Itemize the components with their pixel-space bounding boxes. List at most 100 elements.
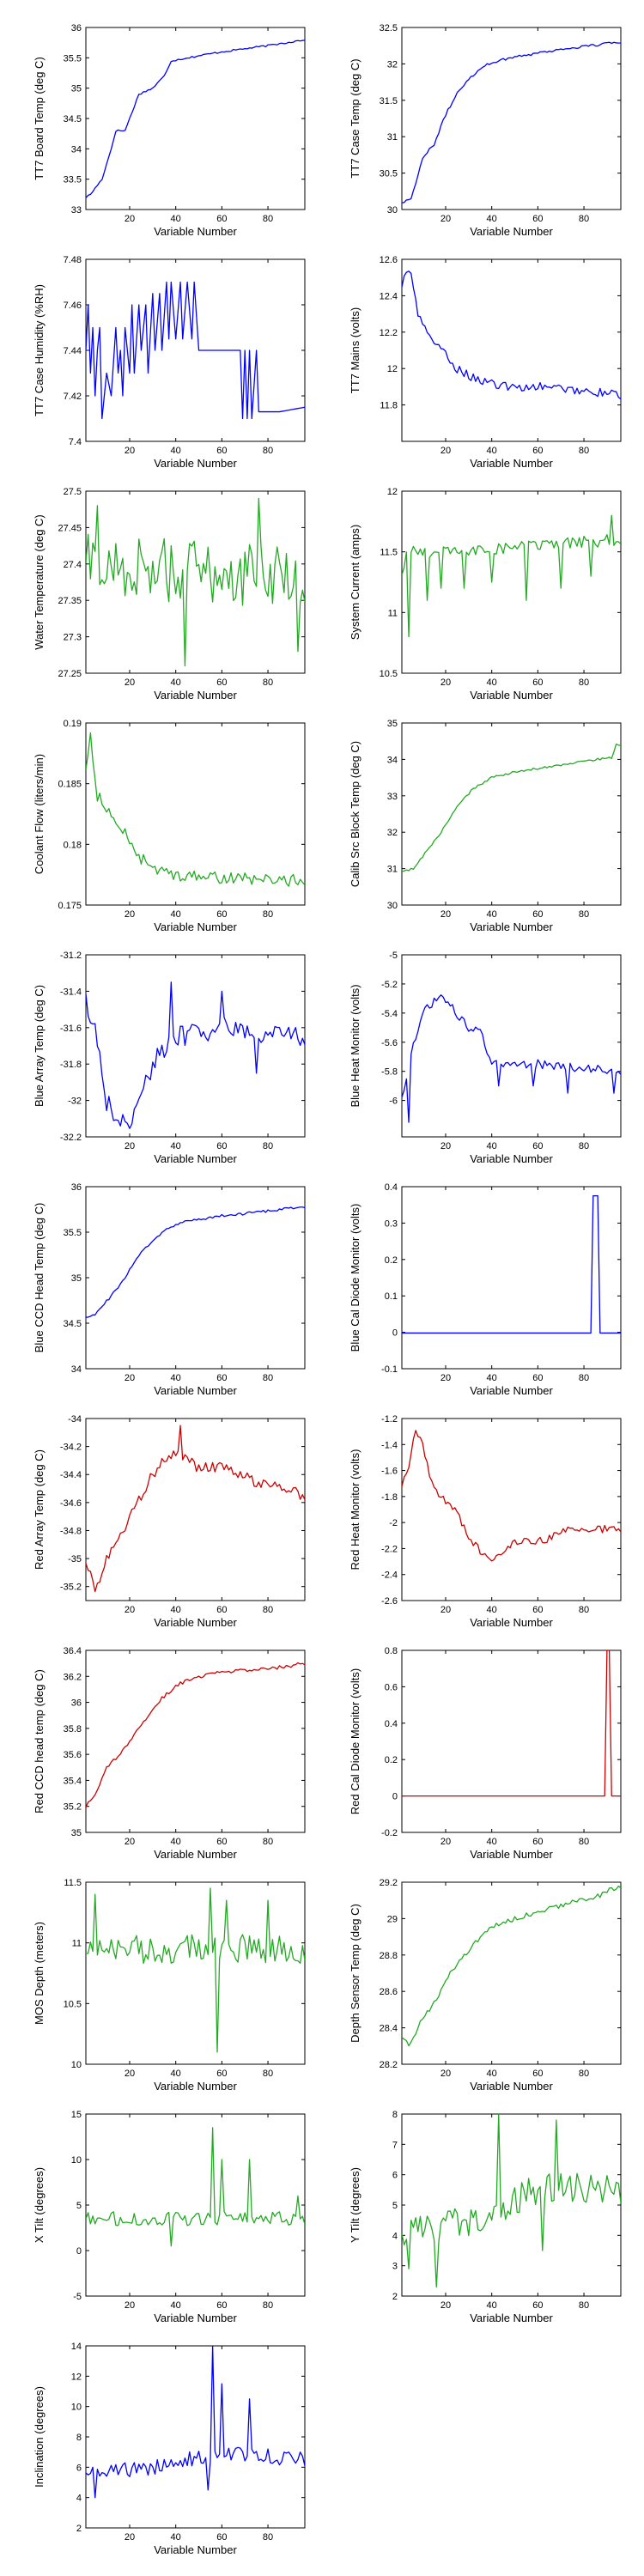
- subplot-2: 20 40 60 80 30 30.5 31 31.5 32 32.5 Variable Numbe…: [349, 23, 622, 238]
- y-tick-label: 27.35: [58, 596, 82, 606]
- y-tick-label: 35: [71, 1828, 82, 1838]
- y-axis-label: Blue Cal Diode Monitor (volts): [349, 1204, 361, 1352]
- x-tick-label: 60: [216, 1837, 227, 1847]
- x-tick-label: 60: [216, 909, 227, 920]
- y-tick-label: 11.5: [380, 548, 398, 558]
- y-tick-label: 34.5: [64, 1319, 82, 1329]
- y-tick-label: 35.6: [64, 1750, 82, 1760]
- plot-frame: [401, 27, 622, 210]
- series-line: [402, 2114, 621, 2288]
- plot-frame: [85, 27, 306, 210]
- x-tick-label: 20: [440, 214, 451, 224]
- x-axis-label: Variable Number: [470, 225, 553, 238]
- plot-frame: [401, 1418, 622, 1601]
- y-tick-label: 28.2: [380, 2060, 398, 2070]
- x-tick-label: 80: [263, 446, 273, 456]
- y-tick-label: -5.4: [381, 1009, 398, 1019]
- y-tick-label: -1.6: [381, 1467, 398, 1477]
- y-axis-label: Blue CCD Head Temp (deg C): [33, 1203, 46, 1353]
- y-tick-label: 0.175: [58, 901, 82, 911]
- y-tick-label: 2: [392, 2292, 398, 2302]
- y-tick-label: 35.8: [64, 1724, 82, 1735]
- y-tick-label: 12.6: [380, 255, 398, 265]
- y-tick-label: 3: [392, 2262, 398, 2272]
- y-tick-label: 14: [71, 2342, 82, 2352]
- y-tick-label: 34.5: [64, 114, 82, 125]
- x-tick-label: 20: [125, 214, 135, 224]
- y-tick-label: 36: [71, 1698, 82, 1709]
- y-tick-label: -35: [68, 1554, 82, 1564]
- series-line: [402, 1194, 621, 1334]
- y-tick-label: -5.8: [381, 1067, 398, 1078]
- x-tick-label: 60: [532, 214, 543, 224]
- x-tick-label: 80: [579, 1837, 589, 1847]
- y-tick-label: 0.2: [385, 1755, 398, 1765]
- y-tick-label: 0.1: [385, 1291, 398, 1302]
- y-tick-label: 36.2: [64, 1672, 82, 1682]
- x-tick-label: 60: [216, 2300, 227, 2311]
- x-tick-label: 80: [579, 1605, 589, 1615]
- y-tick-label: 31: [387, 865, 398, 875]
- y-tick-label: 11.5: [64, 1878, 82, 1888]
- y-tick-label: 35.2: [64, 1802, 82, 1813]
- x-tick-label: 60: [532, 1837, 543, 1847]
- series-line: [402, 41, 621, 204]
- y-tick-label: -34.4: [60, 1470, 82, 1480]
- x-tick-label: 20: [125, 2069, 135, 2079]
- x-axis-label: Variable Number: [154, 1152, 237, 1165]
- y-tick-label: 28.4: [380, 2024, 398, 2034]
- series-line: [402, 743, 621, 872]
- x-tick-label: 40: [171, 2532, 181, 2543]
- subplot-15: 20 40 60 80 35 35.2 35.4 35.6 35.8 36 36.2 36.4 Vari…: [33, 1646, 306, 1861]
- y-tick-label: 27.4: [64, 560, 82, 570]
- subplot-1: 20 40 60 80 33 33.5 34 34.5 35 35.5 36 Variable Num…: [33, 23, 306, 238]
- subplot-6: 20 40 60 80 10.5 11 11.5 12 Variable Number Syste…: [349, 487, 622, 702]
- y-axis-label: X Tilt (degrees): [33, 2167, 46, 2243]
- y-tick-label: 27.3: [64, 633, 82, 643]
- subplot-10: 20 40 60 80 -6 -5.8 -5.6 -5.4 -5.2 -5 Variable Num…: [349, 951, 622, 1165]
- y-tick-label: 0.4: [385, 1719, 398, 1729]
- x-tick-label: 20: [440, 2300, 451, 2311]
- y-tick-label: 6: [76, 2463, 82, 2473]
- y-tick-label: 0.8: [385, 1646, 398, 1656]
- y-tick-label: 12: [71, 2372, 82, 2382]
- series-line: [86, 39, 305, 198]
- y-tick-label: -34.8: [60, 1526, 82, 1536]
- x-tick-label: 20: [440, 677, 451, 688]
- plot-frame: [85, 490, 306, 674]
- y-tick-label: 12: [387, 364, 398, 374]
- y-tick-label: 4: [76, 2494, 82, 2504]
- x-tick-label: 60: [216, 677, 227, 688]
- x-axis-label: Variable Number: [154, 2080, 237, 2093]
- y-tick-label: 7.48: [64, 255, 82, 265]
- x-tick-label: 20: [440, 909, 451, 920]
- y-tick-label: 34: [387, 755, 398, 765]
- subplot-16: 20 40 60 80 -0.2 0 0.2 0.4 0.6 0.8 Variable Number…: [349, 1646, 622, 1861]
- y-tick-label: 36.4: [64, 1646, 82, 1656]
- series-line: [86, 497, 305, 667]
- y-tick-label: -5.6: [381, 1038, 398, 1048]
- x-tick-label: 60: [216, 2069, 227, 2079]
- x-tick-label: 80: [263, 909, 273, 920]
- series-line: [86, 981, 305, 1129]
- x-tick-label: 80: [579, 1373, 589, 1383]
- y-tick-label: 0.6: [385, 1682, 398, 1692]
- y-axis-label: Water Temperature (deg C): [33, 514, 46, 650]
- y-axis-label: MOS Depth (meters): [33, 1922, 46, 2025]
- x-axis-label: Variable Number: [154, 1384, 237, 1397]
- y-tick-label: 7: [392, 2140, 398, 2150]
- y-tick-label: 11: [388, 608, 398, 618]
- y-tick-label: 11.8: [380, 401, 398, 411]
- y-tick-label: 33: [387, 792, 398, 802]
- y-tick-label: 36: [71, 1182, 82, 1193]
- subplot-7: 20 40 60 80 0.175 0.18 0.185 0.19 Variable Numbe…: [33, 719, 306, 933]
- y-tick-label: 31: [387, 132, 398, 143]
- x-tick-label: 60: [532, 446, 543, 456]
- y-tick-label: -34: [68, 1414, 82, 1425]
- y-tick-label: 30: [387, 901, 398, 911]
- y-tick-label: 0.19: [64, 719, 82, 729]
- y-tick-label: 28.8: [380, 1951, 398, 1961]
- x-tick-label: 80: [263, 1605, 273, 1615]
- series-line: [402, 1650, 621, 1797]
